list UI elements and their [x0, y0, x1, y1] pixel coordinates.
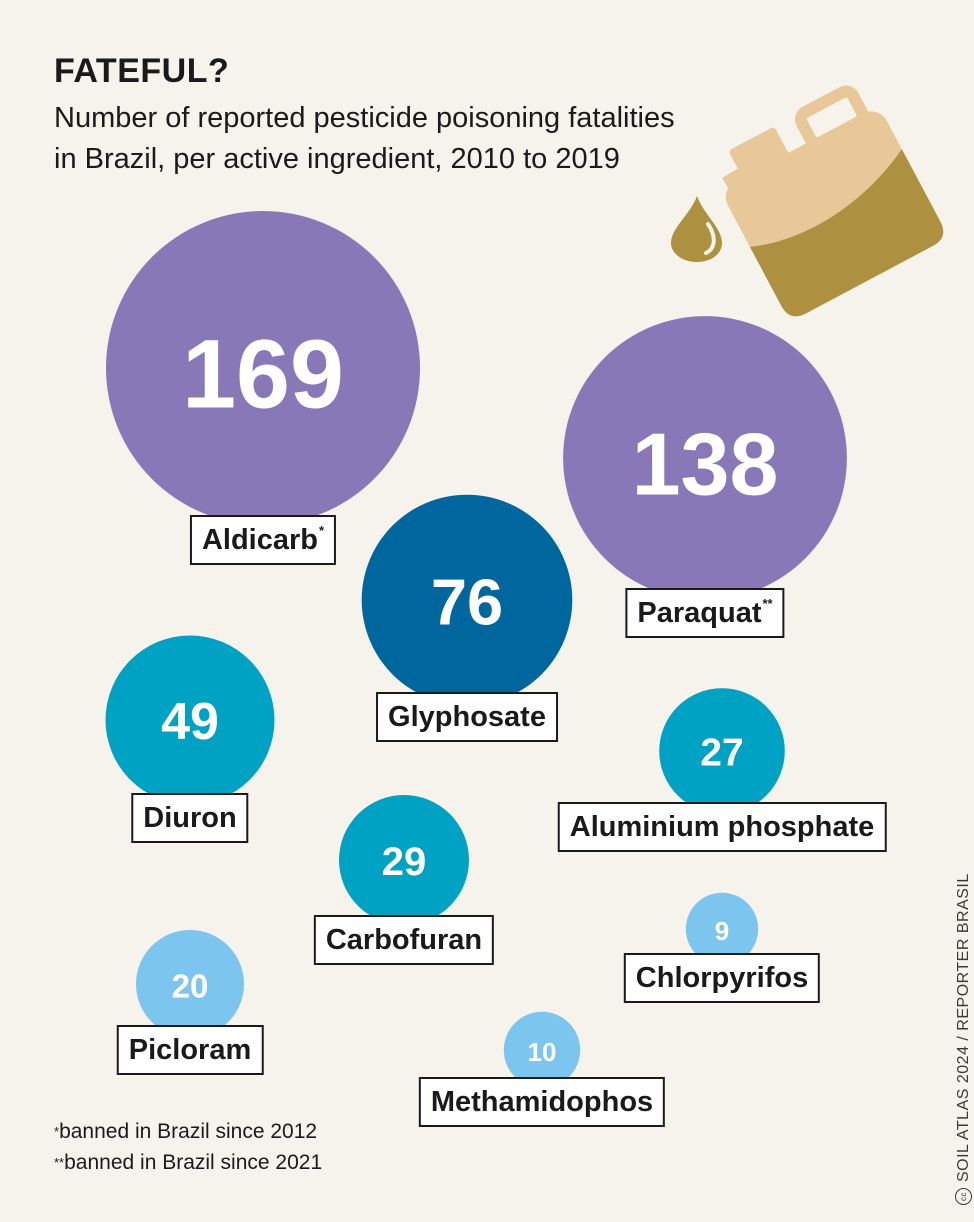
label-text-glyphosate: Glyphosate [388, 701, 546, 733]
bubble-aluminium-phosphate [659, 688, 785, 814]
bubble-value-picloram: 20 [172, 968, 209, 1005]
label-text-aldicarb: Aldicarb [201, 524, 318, 556]
label-text-paraquat: Paraquat [637, 597, 762, 629]
subtitle-line-1: Number of reported pesticide poisoning f… [54, 102, 675, 134]
bubble-methamidophos [503, 1011, 581, 1089]
bubble-value-glyphosate: 76 [431, 566, 503, 639]
bubble-value-carbofuran: 29 [382, 840, 427, 884]
label-text-methamidophos: Methamidophos [430, 1086, 654, 1118]
chart-subtitle: Number of reported pesticide poisoning f… [54, 98, 734, 180]
bubble-chlorpyrifos [685, 892, 759, 966]
pesticide-canister-icon [671, 85, 944, 317]
bubble-aldicarb [106, 211, 420, 525]
bubble-picloram [136, 930, 244, 1038]
footnote-single-text: banned in Brazil since 2012 [59, 1120, 318, 1143]
bubble-glyphosate [361, 494, 573, 706]
label-paraquat: Paraquat** [625, 588, 785, 638]
subtitle-line-2: in Brazil, per active ingredient, 2010 t… [54, 143, 620, 175]
label-diuron: Diuron [131, 793, 249, 843]
label-chlorpyrifos: Chlorpyrifos [623, 953, 821, 1003]
label-marker-paraquat: ** [762, 596, 773, 611]
bubble-carbofuran [339, 795, 469, 925]
chart-title: FATEFUL? [54, 52, 230, 90]
footnote-double-text: banned in Brazil since 2021 [64, 1151, 323, 1174]
credit-line: cc SOIL ATLAS 2024 / REPORTER BRASIL [955, 873, 973, 1205]
label-text-carbofuran: Carbofuran [325, 924, 483, 956]
label-text-picloram: Picloram [128, 1034, 252, 1066]
footnote-double: **banned in Brazil since 2021 [54, 1147, 322, 1178]
footnote-single: *banned in Brazil since 2012 [54, 1116, 322, 1147]
bubbles-group: 169 138 76 49 29 27 20 10 9 [105, 211, 847, 1089]
label-carbofuran: Carbofuran [313, 915, 495, 965]
bubble-value-methamidophos: 10 [528, 1037, 557, 1067]
credit-text: SOIL ATLAS 2024 / REPORTER BRASIL [955, 873, 972, 1182]
label-picloram: Picloram [116, 1025, 264, 1075]
bubble-value-paraquat: 138 [632, 415, 779, 514]
label-glyphosate: Glyphosate [376, 692, 558, 742]
creative-commons-icon: cc [955, 1188, 973, 1205]
bubble-paraquat [563, 316, 847, 600]
footnote-double-marker: ** [54, 1155, 65, 1170]
bubble-value-aldicarb: 169 [182, 320, 344, 429]
bubble-diuron [105, 635, 275, 805]
label-marker-aldicarb: * [318, 523, 325, 538]
footnotes: *banned in Brazil since 2012 **banned in… [54, 1116, 322, 1178]
footnote-single-marker: * [54, 1124, 60, 1139]
label-methamidophos: Methamidophos [418, 1077, 666, 1127]
label-aluminium-phosphate: Aluminium phosphate [557, 802, 887, 852]
bubble-value-aluminium-phosphate: 27 [700, 732, 743, 775]
label-aldicarb: Aldicarb* [189, 515, 337, 565]
label-text-diuron: Diuron [143, 802, 237, 834]
bubble-value-diuron: 49 [161, 693, 219, 751]
label-text-chlorpyrifos: Chlorpyrifos [635, 962, 809, 994]
label-text-aluminium-phosphate: Aluminium phosphate [569, 811, 875, 843]
bubble-value-chlorpyrifos: 9 [715, 916, 729, 946]
